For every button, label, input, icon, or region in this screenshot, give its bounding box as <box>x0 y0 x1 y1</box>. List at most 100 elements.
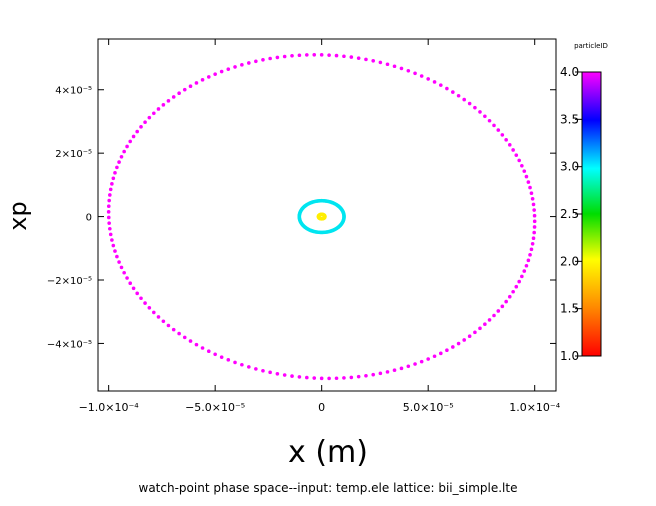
data-point <box>385 370 390 374</box>
data-point <box>177 331 181 336</box>
data-point <box>312 376 317 380</box>
data-point <box>462 338 467 342</box>
x-tick-label: −1.0×10⁻⁴ <box>79 401 140 414</box>
data-point <box>254 59 258 64</box>
data-point <box>532 225 537 229</box>
data-point <box>467 334 472 339</box>
x-tick-label: 0 <box>318 401 325 414</box>
data-point <box>156 315 161 319</box>
data-point <box>426 77 430 81</box>
data-point <box>517 158 521 163</box>
data-point <box>171 95 176 99</box>
y-tick-label: 0 <box>86 213 92 224</box>
data-point <box>432 354 437 359</box>
data-point <box>334 53 339 58</box>
colorbar-tick-label: 3.5 <box>560 112 579 126</box>
data-point <box>106 204 111 208</box>
series-particle-2 <box>316 212 327 221</box>
data-point <box>371 59 376 63</box>
data-point <box>115 254 119 259</box>
data-point <box>206 75 211 79</box>
data-point <box>520 163 524 168</box>
data-point <box>282 373 287 377</box>
colorbar-tick-label: 1.0 <box>560 349 579 363</box>
data-point <box>128 281 133 286</box>
data-point <box>166 99 171 103</box>
data-point <box>349 375 354 380</box>
data-point <box>520 274 524 279</box>
colorbar-tick-label: 1.5 <box>560 302 579 316</box>
data-point <box>113 171 117 175</box>
data-point <box>111 176 116 181</box>
data-point <box>166 323 171 328</box>
data-point <box>445 348 449 353</box>
data-point <box>473 105 477 110</box>
data-point <box>113 249 117 253</box>
data-point <box>528 253 532 257</box>
data-point <box>432 80 437 84</box>
data-point <box>371 372 376 377</box>
data-point <box>532 219 537 224</box>
data-point <box>500 133 505 137</box>
data-point <box>451 345 455 349</box>
data-point <box>445 86 449 91</box>
data-point <box>529 191 534 195</box>
data-point <box>514 284 519 289</box>
data-point <box>349 55 354 59</box>
data-point <box>342 376 346 380</box>
data-point <box>171 327 176 332</box>
data-point <box>125 144 129 149</box>
data-point <box>200 346 205 350</box>
x-axis-label: x (m) <box>288 435 368 470</box>
data-point <box>504 299 508 304</box>
data-point <box>161 319 166 324</box>
data-point <box>483 114 487 119</box>
data-point <box>514 153 519 157</box>
data-point <box>135 291 139 296</box>
data-point <box>319 53 324 57</box>
data-point <box>522 269 527 273</box>
data-point <box>147 115 152 120</box>
data-point <box>125 276 129 280</box>
data-point <box>108 226 112 231</box>
data-point <box>392 64 397 69</box>
x-axis: −1.0×10⁻⁴ −5.0×10⁻⁵ 0 5.0×10⁻⁵ 1.0×10⁻⁴ <box>79 39 561 414</box>
data-point <box>413 71 417 76</box>
data-point <box>161 103 166 107</box>
data-point <box>426 357 430 361</box>
data-point <box>496 128 501 132</box>
data-point <box>496 309 501 313</box>
data-point <box>473 330 477 335</box>
colorbar-tick-label: 3.0 <box>560 160 579 174</box>
y-tick-label: −2×10⁻⁵ <box>47 276 92 287</box>
data-point <box>194 81 199 85</box>
data-point <box>122 270 126 275</box>
data-point <box>406 68 411 73</box>
data-point <box>275 371 280 376</box>
data-point <box>131 134 136 139</box>
data-point <box>290 53 294 58</box>
data-point <box>152 111 156 116</box>
data-point <box>305 375 309 380</box>
data-point <box>233 65 237 69</box>
data-point <box>213 72 217 76</box>
data-point <box>233 360 237 365</box>
data-point <box>478 110 482 114</box>
data-point <box>182 87 187 92</box>
y-tick-label: 2×10⁻⁵ <box>55 149 92 160</box>
data-point <box>478 326 482 331</box>
data-point <box>356 374 361 379</box>
data-point <box>312 52 317 57</box>
data-point <box>327 376 331 381</box>
data-point <box>194 342 199 347</box>
data-point <box>268 56 272 61</box>
data-point <box>226 67 231 71</box>
data-point <box>456 93 461 98</box>
data-point <box>342 54 346 59</box>
data-point <box>188 339 193 343</box>
data-point <box>200 78 205 82</box>
data-point <box>147 306 152 310</box>
data-point <box>342 215 346 220</box>
data-point <box>531 202 536 207</box>
data-point <box>107 221 111 225</box>
